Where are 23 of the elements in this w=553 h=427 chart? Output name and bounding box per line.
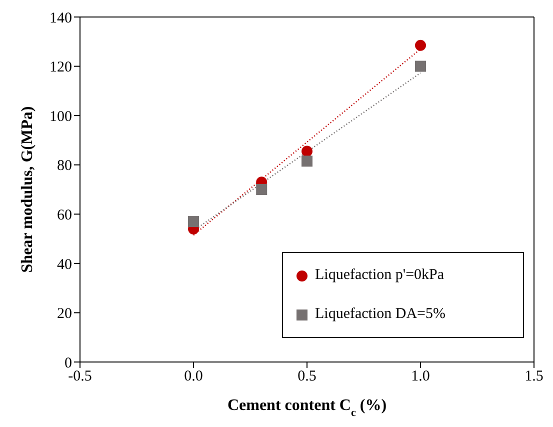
x-tick-label: 1.5 (524, 368, 544, 385)
y-tick-label: 0 (64, 355, 72, 372)
point (415, 60, 426, 72)
point (415, 40, 426, 51)
point (256, 184, 268, 195)
legend-label: Liquefaction p'=0kPa (315, 267, 444, 284)
x-tick-label: 0.0 (184, 368, 203, 385)
legend-label: Liquefaction DA=5% (315, 306, 446, 323)
y-tick-label: 20 (57, 306, 72, 322)
x-tick-label: 1.0 (411, 368, 430, 385)
x-axis-title: Cement content C$_{c}$ (%) (227, 397, 387, 419)
point (188, 216, 199, 228)
x-tick-label: 0.5 (298, 368, 316, 385)
y-tick-label: 60 (57, 207, 72, 224)
y-tick-label: 140 (50, 10, 72, 26)
point (302, 156, 312, 167)
y-tick-label: 100 (50, 108, 72, 125)
y-tick-label: 80 (57, 158, 72, 174)
y-tick-label: 40 (57, 256, 72, 273)
y-axis-title: Shear modulus, G(MPa) (19, 106, 36, 273)
point (302, 146, 312, 157)
y-tick-label: 120 (50, 60, 72, 76)
x-tick-label: -0.5 (68, 368, 92, 385)
